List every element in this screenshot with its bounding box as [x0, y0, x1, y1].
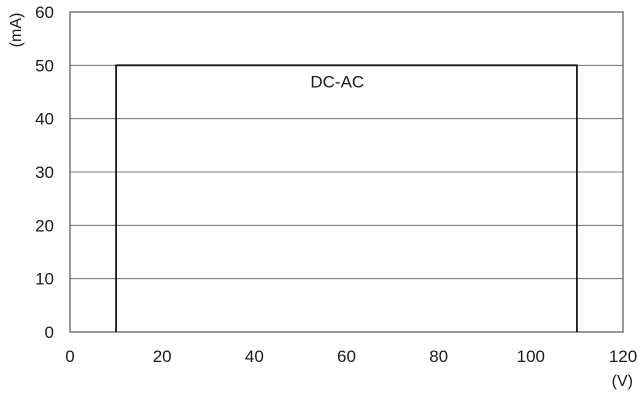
series-layer: [115, 64, 578, 333]
y-tick-label: 10: [35, 270, 54, 289]
x-axis-unit-label: (V): [612, 373, 633, 390]
x-tick-labels: 0 20 40 60 80 100 120: [65, 347, 637, 366]
y-tick-label: 50: [35, 56, 54, 75]
series-line-0: [115, 64, 578, 332]
annotations: DC-AC: [310, 73, 364, 92]
y-tick-label: 30: [35, 163, 54, 182]
y-tick-label: 60: [35, 3, 54, 22]
x-tick-label: 100: [517, 347, 545, 366]
x-tick-label: 60: [337, 347, 356, 366]
y-tick-label: 20: [35, 216, 54, 235]
y-tick-label: 40: [35, 110, 54, 129]
plot-frame: [69, 11, 624, 333]
y-axis-unit-label: (mA): [8, 13, 25, 48]
y-tick-label: 0: [45, 323, 54, 342]
y-tick-labels: 0 10 20 30 40 50 60: [35, 3, 54, 342]
x-tick-label: 20: [153, 347, 172, 366]
series-annotation-label: DC-AC: [310, 73, 364, 92]
x-tick-label: 40: [245, 347, 264, 366]
x-tick-label: 0: [65, 347, 74, 366]
x-tick-label: 80: [429, 347, 448, 366]
x-tick-label: 120: [609, 347, 637, 366]
grid-lines: [70, 64, 623, 280]
